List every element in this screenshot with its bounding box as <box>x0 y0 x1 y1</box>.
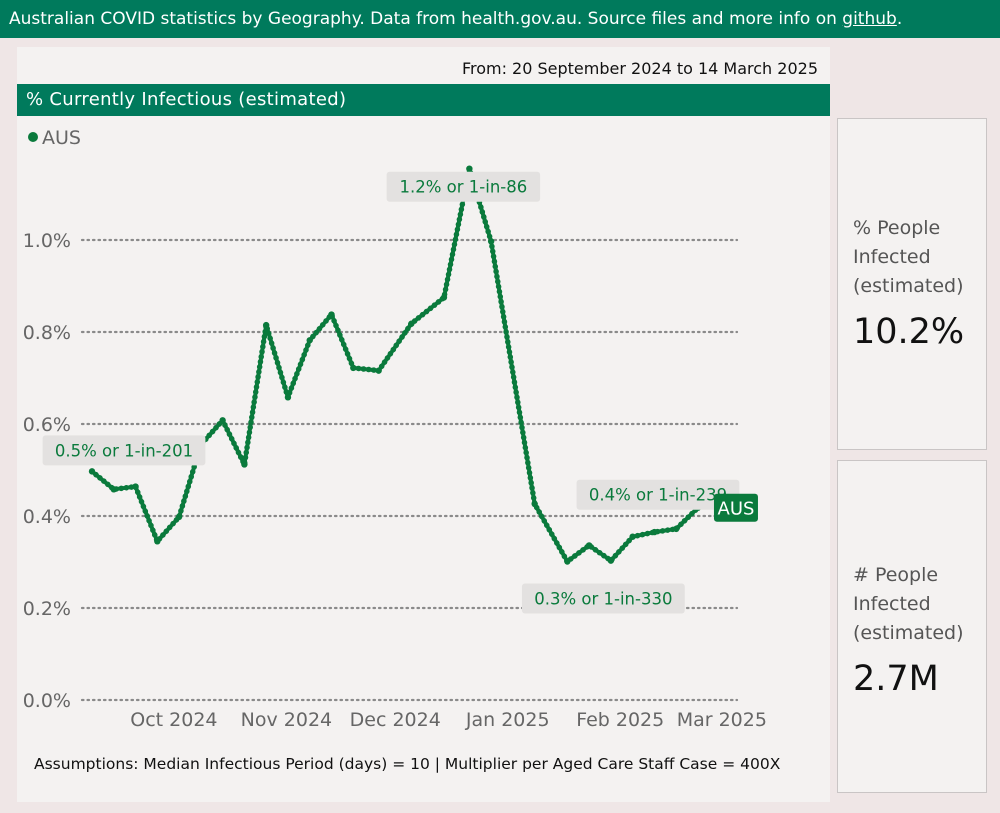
data-point <box>241 461 248 468</box>
data-point <box>651 528 658 536</box>
people-infected-percent-card: % People Infected (estimated) 10.2% <box>837 118 987 450</box>
data-point <box>408 320 415 327</box>
legend-marker <box>28 132 38 142</box>
card-label-line: # People <box>853 564 939 586</box>
github-link[interactable]: github <box>842 9 897 29</box>
data-point <box>262 321 270 329</box>
card-label-line: (estimated) <box>853 275 964 297</box>
annotation-label: 0.3% or 1-in-330 <box>534 590 672 609</box>
y-tick-label: 0.6% <box>23 414 71 436</box>
data-point <box>110 486 117 493</box>
annotation-box <box>42 435 206 466</box>
x-tick-label: Nov 2024 <box>241 709 332 731</box>
assumptions-text: Assumptions: Median Infectious Period (d… <box>34 755 781 773</box>
data-point <box>466 165 473 172</box>
data-point <box>219 417 226 424</box>
data-point <box>629 533 636 540</box>
data-point <box>175 513 183 521</box>
people-infected-count-card: # People Infected (estimated) 2.7M <box>837 460 987 793</box>
data-point <box>531 500 538 508</box>
x-tick-label: Jan 2025 <box>465 709 550 731</box>
data-point <box>132 483 139 490</box>
annotation-label: 0.5% or 1-in-201 <box>55 441 193 460</box>
data-point <box>154 538 161 545</box>
y-tick-label: 1.0% <box>23 230 71 252</box>
y-tick-label: 0.2% <box>23 598 71 620</box>
header-bar: Australian COVID statistics by Geography… <box>0 0 1000 38</box>
data-point <box>284 394 292 401</box>
data-point <box>306 337 313 344</box>
y-tick-label: 0.0% <box>23 690 71 712</box>
y-tick-label: 0.4% <box>23 506 71 528</box>
annotation-box <box>386 171 541 202</box>
card-label-line: Infected <box>853 593 931 615</box>
card-label: # People Infected (estimated) <box>853 561 983 648</box>
chart-panel: From: 20 September 2024 to 14 March 2025… <box>17 47 830 802</box>
data-point <box>328 311 335 318</box>
header-text: Australian COVID statistics by Geography… <box>9 9 843 29</box>
card-label: % People Infected (estimated) <box>853 214 983 301</box>
annotation-label: 1.2% or 1-in-86 <box>400 178 528 197</box>
data-point <box>88 468 96 475</box>
end-label: AUS <box>718 499 755 520</box>
data-point <box>350 364 357 372</box>
x-tick-label: Oct 2024 <box>130 709 217 731</box>
x-tick-label: Dec 2024 <box>350 709 441 731</box>
y-tick-label: 0.8% <box>23 322 71 344</box>
data-point <box>673 525 680 533</box>
data-point <box>487 238 495 245</box>
series-line-aus-core <box>90 166 700 564</box>
data-point <box>585 542 593 549</box>
line-chart: 0.0% 0.2% 0.4% 0.6% 0.8% 1.0% Oct 2024 Nov 2024… <box>23 127 767 731</box>
card-label-line: Infected <box>853 246 931 268</box>
annotation-box <box>576 479 740 510</box>
chart-title: % Currently Infectious (estimated) <box>17 84 830 116</box>
data-point <box>607 557 615 564</box>
annotation-box <box>521 583 685 614</box>
data-point <box>440 294 448 301</box>
card-value: 2.7M <box>853 659 939 699</box>
annotation-label: 0.4% or 1-in-239 <box>589 486 727 505</box>
card-value: 10.2% <box>853 312 965 352</box>
header-suffix: . <box>896 9 903 29</box>
card-label-line: (estimated) <box>853 622 964 644</box>
end-label-box <box>713 493 758 522</box>
data-point <box>564 558 571 565</box>
legend-label: AUS <box>42 127 81 149</box>
date-range: From: 20 September 2024 to 14 March 2025 <box>461 59 818 78</box>
x-tick-label: Mar 2025 <box>677 709 767 731</box>
x-tick-label: Feb 2025 <box>576 709 664 731</box>
card-label-line: % People <box>853 217 941 239</box>
data-point <box>375 367 382 374</box>
